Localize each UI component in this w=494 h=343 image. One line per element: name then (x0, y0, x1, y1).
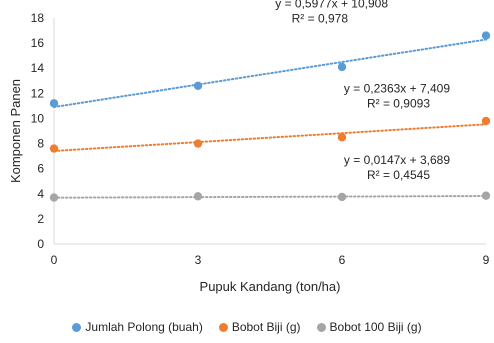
legend-label: Jumlah Polong (buah) (85, 320, 203, 334)
legend-label: Bobot 100 Biji (g) (329, 320, 422, 334)
trendline-equation: y = 0,2363x + 7,409 (344, 81, 450, 95)
data-point (481, 116, 491, 126)
trendline (53, 123, 487, 152)
legend-marker (218, 322, 228, 332)
trendlines (53, 38, 487, 199)
y-tick-labels: 0 2 4 6 8 10 12 14 16 18 (31, 11, 45, 251)
data-point (49, 144, 59, 153)
data-point (193, 192, 203, 201)
trendline (53, 38, 487, 109)
data-point (193, 81, 203, 91)
data-point (49, 99, 59, 108)
data-point (337, 192, 347, 202)
legend: Jumlah Polong (buah) Bobot Biji (g) Bobot … (0, 318, 494, 336)
data-point (337, 62, 347, 72)
legend-item: Bobot 100 Biji (g) (316, 320, 422, 334)
y-tick-label: 16 (31, 36, 45, 50)
data-point (337, 133, 347, 142)
trendline-r-squared: R² = 0,4545 (367, 168, 430, 182)
data-point (481, 31, 491, 40)
x-tick-label: 3 (195, 253, 202, 267)
y-tick-label: 8 (37, 137, 44, 151)
x-tick-label: 6 (339, 253, 346, 267)
trendline-equation: y = 0,0147x + 3,689 (344, 153, 450, 167)
trendline-r-squared: R² = 0,9093 (367, 96, 430, 110)
y-tick-label: 10 (31, 111, 45, 125)
x-tick-label: 0 (51, 253, 58, 267)
data-points (49, 31, 491, 202)
x-tick-label: 9 (483, 253, 490, 267)
legend-item: Jumlah Polong (buah) (72, 320, 203, 334)
y-tick-label: 18 (31, 11, 45, 25)
y-axis-title: Komponen Panen (8, 79, 23, 183)
trendline (53, 195, 487, 199)
legend-marker (316, 322, 326, 332)
data-point (481, 191, 491, 200)
data-point (193, 139, 203, 148)
y-tick-label: 2 (37, 212, 44, 226)
legend-item: Bobot Biji (g) (218, 320, 301, 334)
legend-label: Bobot Biji (g) (231, 320, 301, 334)
data-point (49, 193, 59, 202)
trendline-equation: y = 0,5977x + 10,908 (275, 0, 388, 11)
x-axis-title: Pupuk Kandang (ton/ha) (200, 279, 341, 294)
y-tick-label: 14 (31, 61, 45, 75)
trendline-r-squared: R² = 0,978 (292, 12, 349, 26)
y-tick-label: 4 (37, 187, 44, 201)
y-tick-label: 0 (37, 237, 44, 251)
y-tick-label: 6 (37, 162, 44, 176)
x-tick-labels: 0 3 6 9 (51, 253, 490, 267)
plot-area: 0 2 4 6 8 10 12 14 16 18 0 3 6 9 y = 0,5977x + 10,90… (31, 0, 491, 267)
legend-marker (72, 322, 82, 332)
y-tick-label: 12 (31, 86, 45, 100)
